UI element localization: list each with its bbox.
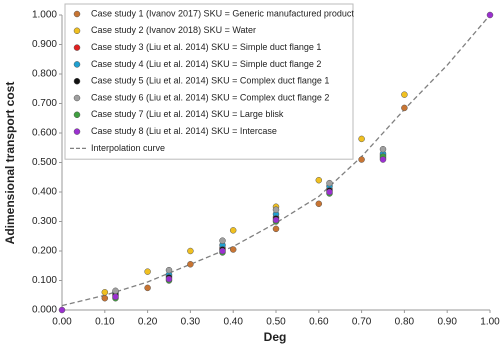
x-tick-label: 0.40 (223, 317, 243, 328)
point (219, 247, 226, 255)
interpolation-curve (61, 14, 491, 307)
y-tick-label: 0.900 (32, 39, 57, 50)
legend-swatch (73, 10, 81, 18)
x-tick-label: 0.10 (95, 317, 115, 328)
point (219, 237, 226, 244)
point (229, 246, 237, 253)
point (358, 135, 365, 143)
y-tick-label: 0.100 (32, 275, 57, 286)
point (144, 268, 151, 275)
point (326, 188, 333, 196)
point (165, 266, 173, 274)
x-tick-label: 0.20 (138, 317, 158, 328)
y-axis-label: Adimensional transport cost (3, 82, 17, 245)
point (486, 11, 494, 19)
y-tick-label: 0.500 (32, 157, 57, 168)
point (272, 225, 280, 233)
point (101, 289, 109, 296)
legend-swatch (73, 61, 81, 68)
point (58, 306, 66, 314)
point (144, 284, 151, 292)
point (315, 176, 323, 184)
point (112, 293, 119, 300)
legend-swatch (73, 77, 81, 85)
x-tick-label: 0.80 (395, 317, 415, 328)
y-tick-label: 0.300 (32, 216, 57, 227)
legend-swatch (73, 94, 81, 102)
x-tick-label: 1.00 (480, 317, 500, 328)
point (326, 179, 333, 187)
y-tick-label: 0.000 (32, 305, 57, 316)
x-tick-label: 0.90 (437, 317, 457, 328)
point (101, 294, 109, 302)
point (401, 91, 408, 98)
x-tick-label: 0.00 (52, 317, 72, 328)
point (187, 247, 194, 255)
x-tick-label: 0.70 (352, 317, 372, 328)
point (272, 216, 280, 224)
point (272, 206, 280, 213)
legend-label: Case study 2 (Ivanov 2018) SKU = Water (91, 25, 256, 35)
legend-label: Case study 1 (Ivanov 2017) SKU = Generic… (91, 8, 354, 18)
y-tick-label: 0.800 (32, 69, 57, 80)
point (187, 261, 194, 268)
point (401, 104, 408, 112)
y-tick-label: 0.600 (32, 128, 57, 139)
legend-label: Case study 7 (Liu et al. 2014) SKU = Lar… (91, 109, 284, 119)
y-tick-label: 1.000 (32, 10, 57, 21)
legend-label: Case study 8 (Liu et al. 2014) SKU = Int… (91, 126, 277, 136)
point (165, 275, 173, 283)
legend-label: Case study 6 (Liu et al. 2014) SKU = Com… (91, 92, 329, 102)
legend-swatch (73, 111, 81, 119)
y-tick-label: 0.400 (32, 187, 57, 198)
legend-swatch (73, 128, 81, 135)
point (112, 287, 119, 295)
legend: Case study 1 (Ivanov 2017) SKU = Generic… (64, 3, 354, 160)
legend-label: Interpolation curve (91, 143, 165, 153)
legend-box (64, 3, 354, 160)
point (315, 200, 323, 208)
x-tick-label: 0.60 (309, 317, 329, 328)
point (358, 156, 365, 163)
y-tick-label: 0.700 (32, 98, 57, 109)
x-tick-label: 0.30 (181, 317, 201, 328)
x-tick-label: 0.50 (266, 317, 286, 328)
y-tick-label: 0.200 (32, 246, 57, 257)
legend-label: Case study 4 (Liu et al. 2014) SKU = Sim… (91, 59, 321, 69)
x-axis-label: Deg (264, 330, 287, 344)
legend-label: Case study 5 (Liu et al. 2014) SKU = Com… (91, 76, 329, 86)
legend-swatch (73, 27, 81, 35)
legend-label: Case study 3 (Liu et al. 2014) SKU = Sim… (91, 42, 321, 52)
point (379, 156, 387, 163)
point (229, 227, 237, 234)
point (379, 145, 387, 153)
legend-swatch (73, 44, 81, 51)
